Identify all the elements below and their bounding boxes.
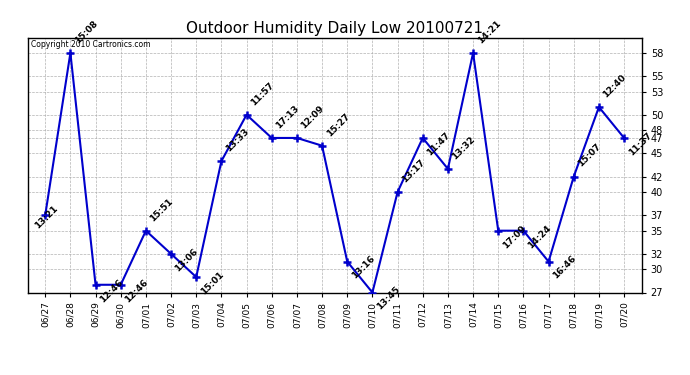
Text: 15:27: 15:27 bbox=[324, 111, 351, 138]
Text: 12:09: 12:09 bbox=[299, 104, 326, 130]
Title: Outdoor Humidity Daily Low 20100721: Outdoor Humidity Daily Low 20100721 bbox=[186, 21, 483, 36]
Text: 17:13: 17:13 bbox=[274, 104, 301, 130]
Text: 13:17: 13:17 bbox=[400, 158, 427, 184]
Text: 15:07: 15:07 bbox=[576, 142, 603, 169]
Text: 13:06: 13:06 bbox=[174, 247, 200, 273]
Text: 11:57: 11:57 bbox=[249, 80, 276, 107]
Text: 13:16: 13:16 bbox=[350, 254, 376, 281]
Text: 11:37: 11:37 bbox=[627, 130, 653, 157]
Text: 17:09: 17:09 bbox=[501, 223, 527, 250]
Text: 15:08: 15:08 bbox=[73, 19, 99, 45]
Text: 14:24: 14:24 bbox=[526, 223, 553, 250]
Text: 13:33: 13:33 bbox=[224, 127, 250, 153]
Text: 11:47: 11:47 bbox=[425, 130, 452, 157]
Text: Copyright 2010 Cartronics.com: Copyright 2010 Cartronics.com bbox=[30, 40, 150, 49]
Text: 12:46: 12:46 bbox=[124, 278, 150, 304]
Text: 12:46: 12:46 bbox=[98, 278, 125, 304]
Text: 14:21: 14:21 bbox=[475, 18, 502, 45]
Text: 16:46: 16:46 bbox=[551, 254, 578, 281]
Text: 13:21: 13:21 bbox=[32, 204, 59, 231]
Text: 12:40: 12:40 bbox=[602, 73, 628, 99]
Text: 13:45: 13:45 bbox=[375, 285, 402, 312]
Text: 15:01: 15:01 bbox=[199, 270, 225, 296]
Text: 15:51: 15:51 bbox=[148, 196, 175, 223]
Text: 13:32: 13:32 bbox=[451, 135, 477, 161]
